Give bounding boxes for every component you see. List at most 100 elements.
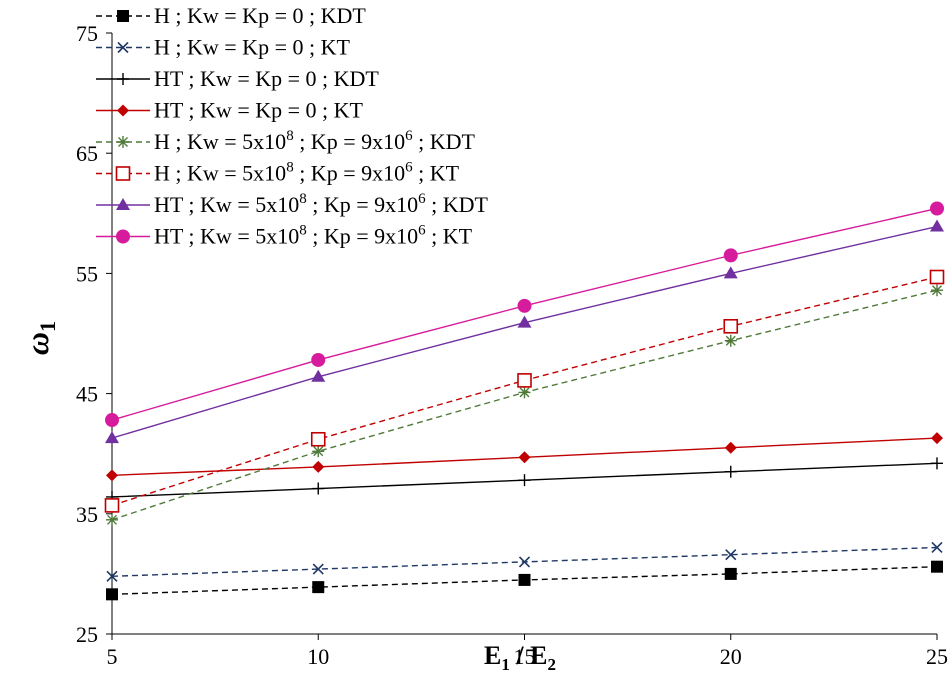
legend-label: HT ; Kw = Kp = 0 ; KDT — [154, 66, 379, 91]
legend-label: H ; Kw = 5x108 ; Kp = 9x106 ; KT — [154, 160, 460, 186]
legend-swatch-marker — [115, 166, 131, 181]
data-point — [312, 482, 325, 495]
legend-entry: HT ; Kw = Kp = 0 ; KT — [96, 98, 364, 123]
x-tick-label: 25 — [926, 644, 948, 669]
series-3 — [106, 457, 943, 503]
ticks: 25 35 45 55 65 75 5 10 15 20 25 — [76, 21, 948, 669]
legend-swatch-marker — [116, 198, 130, 210]
legend-entry: HT ; Kw = 5x108 ; Kp = 9x106 ; KDT — [96, 191, 489, 217]
legend-label-text: HT ; Kw = Kp = 0 ; KDT — [154, 66, 379, 91]
data-point — [724, 567, 737, 580]
x-tick-label: 5 — [107, 644, 118, 669]
series-line — [111, 225, 938, 439]
data-point — [106, 513, 118, 526]
legend-label-superscript: 6 — [405, 160, 413, 176]
data-point — [723, 248, 738, 263]
y-tick-label: 45 — [76, 382, 98, 407]
data-point — [311, 352, 326, 367]
legend-label: H ; Kw = Kp = 0 ; KDT — [154, 3, 366, 28]
legend-label: H ; Kw = 5x108 ; Kp = 9x106 ; KDT — [154, 128, 475, 154]
data-point — [312, 460, 325, 473]
legend-label-superscript: 8 — [286, 160, 294, 176]
legend-label-superscript: 6 — [418, 191, 426, 207]
legend-label-text: H ; Kw = Kp = 0 ; KT — [154, 35, 350, 60]
legend-label-text: HT ; Kw = Kp = 0 ; KT — [154, 98, 364, 123]
legend-label-text: HT ; Kw = 5x10 — [154, 224, 299, 249]
data-point — [518, 386, 531, 399]
legend-label-text: ; KDT — [413, 129, 476, 154]
legend-label-superscript: 8 — [299, 223, 307, 239]
legend: H ; Kw = Kp = 0 ; KDT H ; Kw = Kp = 0 ; K… — [96, 3, 489, 249]
data-point — [724, 465, 737, 478]
data-point — [931, 284, 943, 297]
series-2 — [106, 541, 943, 582]
data-point — [724, 441, 737, 454]
series-4 — [106, 432, 943, 482]
legend-entry: H ; Kw = 5x108 ; Kp = 9x106 ; KDT — [96, 128, 475, 154]
legend-label-text: ; Kp = 9x10 — [294, 161, 405, 186]
x-axis-title-sub2: 2 — [547, 655, 556, 674]
x-tick-label: 15 — [514, 644, 536, 669]
legend-label-text: H ; Kw = 5x10 — [154, 129, 286, 154]
x-axis-title-part1: E — [484, 641, 501, 670]
axes — [111, 33, 937, 635]
x-axis-title-part2: / E — [510, 641, 548, 670]
series-8 — [105, 201, 944, 428]
legend-label-superscript: 8 — [299, 191, 307, 207]
data-point — [931, 541, 943, 554]
data-point — [517, 315, 532, 328]
data-point — [312, 445, 325, 458]
legend-swatch-marker — [117, 104, 129, 117]
data-point — [310, 431, 326, 447]
data-point — [725, 549, 737, 561]
series-7 — [105, 219, 944, 444]
legend-entry: H ; Kw = Kp = 0 ; KT — [96, 35, 350, 60]
legend-label-text: ; Kp = 9x10 — [307, 224, 418, 249]
data-point — [931, 457, 943, 470]
legend-entry: HT ; Kw = Kp = 0 ; KDT — [96, 66, 379, 91]
data-point — [723, 266, 738, 279]
legend-swatch-marker — [116, 229, 130, 244]
legend-label-text: ; Kp = 9x10 — [307, 192, 418, 217]
series-layer — [104, 201, 945, 601]
legend-label-text: HT ; Kw = 5x10 — [154, 192, 299, 217]
legend-label: H ; Kw = Kp = 0 ; KT — [154, 35, 350, 60]
legend-label-superscript: 6 — [405, 128, 413, 144]
data-point — [517, 298, 532, 313]
legend-label-superscript: 8 — [286, 128, 294, 144]
x-tick-label: 10 — [307, 644, 329, 669]
data-point — [105, 413, 119, 428]
y-tick-label: 35 — [76, 502, 98, 527]
data-point — [106, 469, 118, 482]
y-tick-label: 25 — [76, 622, 98, 647]
legend-label: HT ; Kw = 5x108 ; Kp = 9x106 ; KDT — [154, 191, 489, 217]
legend-label-text: ; KT — [413, 161, 460, 186]
data-point — [724, 334, 737, 347]
data-point — [106, 570, 118, 582]
legend-label-superscript: 6 — [418, 223, 426, 239]
legend-entry: HT ; Kw = 5x108 ; Kp = 9x106 ; KT — [96, 223, 473, 249]
series-6 — [104, 269, 945, 513]
legend-label-text: ; KDT — [426, 192, 489, 217]
data-point — [518, 451, 531, 464]
legend-entry: H ; Kw = 5x108 ; Kp = 9x106 ; KT — [96, 160, 460, 186]
data-point — [930, 201, 944, 216]
legend-swatch-marker — [117, 136, 129, 148]
x-tick-label: 20 — [720, 644, 742, 669]
legend-entry: H ; Kw = Kp = 0 ; KDT — [96, 3, 366, 28]
legend-label: HT ; Kw = 5x108 ; Kp = 9x106 ; KT — [154, 223, 473, 249]
legend-label-text: H ; Kw = 5x10 — [154, 161, 286, 186]
y-axis-title: ω1 — [19, 321, 60, 355]
series-5 — [106, 284, 943, 526]
y-axis-title-subscript: 1 — [35, 321, 60, 332]
series-1 — [106, 560, 943, 601]
legend-label-text: ; KT — [426, 224, 473, 249]
data-point — [929, 269, 945, 285]
x-axis-title: E1 / E2 — [484, 641, 556, 674]
data-point — [931, 560, 943, 573]
y-tick-label: 65 — [76, 141, 98, 166]
data-point — [106, 588, 118, 601]
legend-label: HT ; Kw = Kp = 0 ; KT — [154, 98, 364, 123]
data-point — [104, 498, 120, 513]
